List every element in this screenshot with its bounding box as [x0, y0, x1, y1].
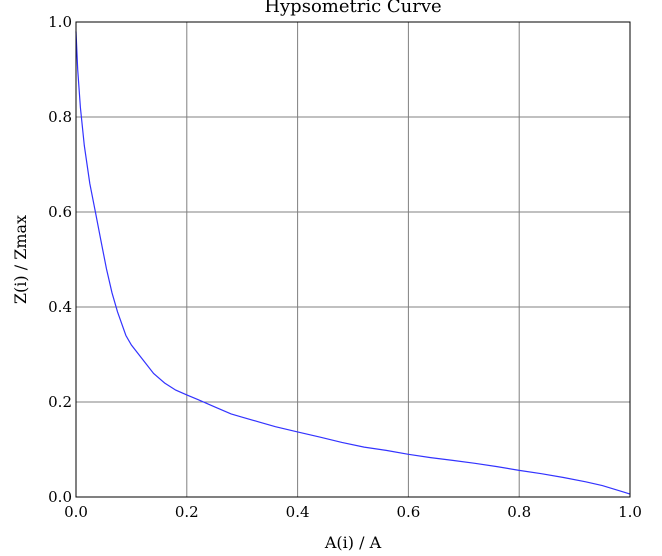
- plot-frame: [75, 21, 631, 498]
- y-tick-label: 0.4: [48, 298, 72, 316]
- x-tick-label: 0.0: [64, 503, 88, 521]
- y-axis-label: Z(i) / Zmax: [11, 215, 30, 304]
- x-axis-label: A(i) / A: [324, 533, 382, 552]
- x-tick-label: 0.4: [286, 503, 310, 521]
- series-layer: [75, 31, 631, 495]
- y-tick-label: 0.8: [48, 108, 72, 126]
- x-tick-label: 0.2: [175, 503, 199, 521]
- y-tick-label: 0.0: [48, 488, 72, 506]
- chart-title: Hypsometric Curve: [264, 0, 441, 17]
- x-tick-label: 1.0: [618, 503, 642, 521]
- y-tick-label: 1.0: [48, 13, 72, 31]
- x-tick-label: 0.8: [507, 503, 531, 521]
- y-tick-label: 0.6: [48, 203, 72, 221]
- tick-labels: 0.0 0.2 0.4 0.6 0.8 1.0 0.0 0.2 0.4 0.6 0.8 1.0: [48, 13, 642, 521]
- grid-lines: [75, 21, 631, 498]
- y-tick-label: 0.2: [48, 393, 72, 411]
- hypsometric-curve-line: [75, 31, 631, 495]
- x-tick-label: 0.6: [396, 503, 420, 521]
